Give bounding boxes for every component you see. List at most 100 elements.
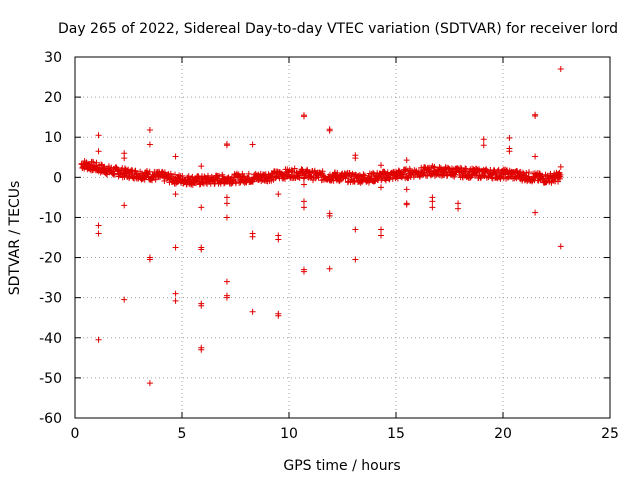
baseline-point (98, 161, 105, 168)
baseline-point (457, 164, 464, 171)
y-tick-label: -10 (39, 210, 62, 226)
outlier-point (300, 181, 307, 188)
outlier-point (172, 297, 179, 304)
outlier-point (95, 222, 102, 229)
outlier-point (480, 136, 487, 143)
x-tick-label: 15 (387, 426, 405, 442)
baseline-point (152, 176, 159, 183)
outlier-point (275, 236, 282, 243)
outlier-point (300, 113, 307, 120)
outlier-point (198, 246, 205, 253)
baseline-point (241, 173, 248, 180)
x-tick-label: 20 (494, 426, 512, 442)
outlier-point (146, 256, 153, 263)
outlier-point (506, 135, 513, 142)
outlier-point (223, 294, 230, 301)
outlier-point (121, 296, 128, 303)
outlier-point (429, 163, 436, 170)
outlier-point (557, 163, 564, 170)
axis-ticks (74, 56, 611, 419)
baseline-point (319, 168, 326, 175)
outlier-point (146, 380, 153, 387)
outlier-point (455, 205, 462, 212)
outlier-point (326, 212, 333, 219)
outlier-point (223, 142, 230, 149)
x-tick-label: 5 (178, 426, 187, 442)
baseline-point (394, 175, 401, 182)
outlier-point (532, 209, 539, 216)
outlier-point (378, 162, 385, 169)
outlier-point (300, 198, 307, 205)
outlier-point (378, 232, 385, 239)
outlier-point (223, 214, 230, 221)
baseline-point (473, 171, 480, 178)
outlier-point (172, 191, 179, 198)
outlier-point (95, 336, 102, 343)
outlier-point (198, 204, 205, 211)
outlier-point (455, 200, 462, 207)
outlier-point (223, 278, 230, 285)
outlier-point (172, 244, 179, 251)
baseline-point (185, 173, 192, 180)
baseline-point (523, 170, 530, 177)
baseline-point (132, 167, 139, 174)
baseline-point (401, 166, 408, 173)
y-tick-label: -50 (39, 371, 62, 387)
baseline-point (557, 171, 564, 178)
baseline-point (525, 169, 532, 176)
outlier-point (223, 200, 230, 207)
x-tick-label: 25 (601, 426, 619, 442)
outlier-point (198, 346, 205, 353)
outlier-point (403, 186, 410, 193)
outlier-point (249, 308, 256, 315)
outlier-point (378, 226, 385, 233)
outlier-point (480, 142, 487, 149)
outlier-point (121, 155, 128, 162)
outlier-point (429, 204, 436, 211)
baseline-point (462, 165, 469, 172)
y-tick-label: -40 (39, 331, 62, 347)
baseline-point (350, 177, 357, 184)
outlier-point (532, 112, 539, 119)
outlier-point (95, 132, 102, 139)
baseline-point (245, 170, 252, 177)
x-tick-label: 10 (280, 426, 298, 442)
outlier-point (300, 268, 307, 275)
x-axis-label: GPS time / hours (283, 458, 400, 474)
plot-frame (74, 56, 611, 419)
y-tick-label: -60 (39, 411, 62, 427)
y-tick-label: 30 (44, 50, 62, 66)
outlier-point (121, 202, 128, 209)
outlier-point (223, 194, 230, 201)
outlier-point (429, 198, 436, 205)
outlier-point (275, 191, 282, 198)
outlier-point (146, 141, 153, 148)
outlier-point (300, 204, 307, 211)
baseline-point (349, 170, 356, 177)
outlier-point (172, 290, 179, 297)
y-tick-label: 10 (44, 130, 62, 146)
baseline-point (149, 177, 156, 184)
outlier-point (326, 127, 333, 134)
y-tick-labels: -60 -50 -40 -30 -20 -10 0 10 20 30 (39, 50, 62, 427)
outlier-point (198, 302, 205, 309)
x-tick-label: 0 (71, 426, 80, 442)
outlier-point (506, 148, 513, 155)
chart-title: Day 265 of 2022, Sidereal Day-to-day VTE… (58, 21, 618, 37)
outlier-point (557, 66, 564, 73)
outlier-point (95, 230, 102, 237)
baseline-point (379, 175, 386, 182)
outlier-point (532, 153, 539, 160)
y-tick-label: 0 (53, 170, 62, 186)
baseline-point (291, 165, 298, 172)
outlier-point (249, 233, 256, 240)
grid-lines (75, 57, 610, 418)
outlier-point (352, 226, 359, 233)
x-tick-labels: 0 5 10 15 20 25 (71, 426, 619, 442)
outlier-point (249, 141, 256, 148)
y-tick-label: -30 (39, 291, 62, 307)
outlier-point (352, 155, 359, 162)
outlier-point (557, 243, 564, 250)
